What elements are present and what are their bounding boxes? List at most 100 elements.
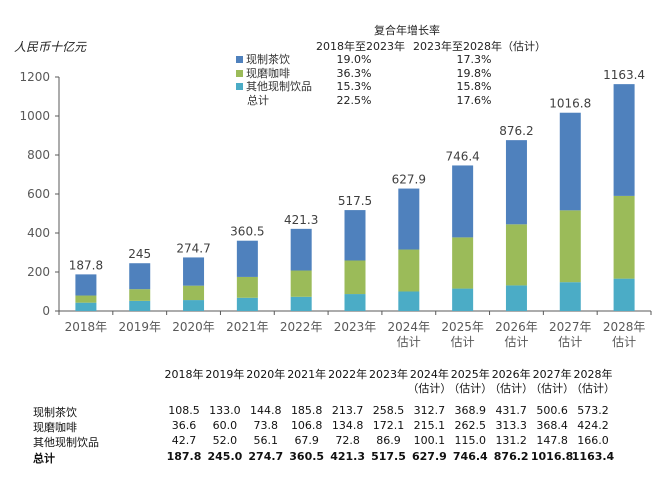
table-cell: 627.9: [411, 450, 447, 463]
table-cell: 42.7: [171, 434, 197, 447]
table-column-header: 2021年: [287, 368, 327, 381]
cagr-values-2018-2023: 19.0% 36.3% 15.3% 22.5%: [332, 53, 376, 107]
table-cell: 1163.4: [571, 450, 615, 463]
table-cell: 115.0: [454, 434, 487, 447]
table-cell: 215.1: [413, 419, 446, 432]
bar-segment: [559, 282, 581, 311]
x-tick-label: 2021年: [226, 320, 269, 334]
table-row-label: 现制茶饮: [33, 406, 77, 419]
table-cell: 73.8: [253, 419, 279, 432]
bar-segment: [129, 300, 151, 311]
table-cell: 313.3: [495, 419, 527, 432]
table-column-header: 2027年 （估计）: [530, 368, 575, 395]
table-column-header: 2019年: [205, 368, 245, 381]
table-cell: 368.9: [454, 404, 487, 417]
table-cell: 500.6: [536, 404, 568, 417]
bar-segment: [236, 240, 258, 277]
cagr-column-header-2: 2023年至2028年（估计）: [413, 40, 546, 53]
table-cell: 245.0: [207, 450, 243, 463]
table-cell: 360.5: [289, 450, 325, 463]
legend-swatch-other: [236, 83, 243, 91]
table-column-header: 2028年 （估计）: [571, 368, 615, 395]
legend-item-coffee: 现磨咖啡: [236, 67, 312, 81]
bar-segment: [613, 278, 635, 311]
table-cell: 60.0: [212, 419, 238, 432]
table-cell: 86.9: [376, 434, 401, 447]
cagr-value: 19.0%: [336, 53, 372, 66]
table-cell: 36.6: [171, 419, 197, 432]
bar-segment: [344, 210, 366, 261]
bar-total-label: 274.7: [176, 241, 210, 255]
table-cell: 185.8: [290, 404, 323, 417]
x-tick-label: 2023年: [334, 320, 377, 334]
bar-segment: [75, 302, 97, 311]
y-tick-label: 1000: [19, 109, 50, 123]
table-cell: 172.1: [372, 419, 405, 432]
x-tick-label: 2024年: [388, 320, 431, 334]
cagr-value: 17.6%: [456, 93, 492, 107]
table-cell: 106.8: [290, 419, 323, 432]
bar-segment: [183, 285, 205, 301]
cagr-value: 15.3%: [336, 80, 372, 93]
cagr-value: 19.8%: [456, 66, 492, 80]
x-tick-label: 估计: [612, 335, 636, 349]
x-tick-label: 估计: [504, 335, 528, 349]
bar-segment: [452, 237, 474, 289]
table-column-header: 2022年: [328, 368, 368, 381]
bar-segment: [452, 165, 474, 238]
x-tick-label: 估计: [451, 335, 475, 349]
bar-total-label: 360.5: [230, 225, 264, 239]
bar-segment: [290, 296, 312, 311]
bar-segment: [183, 257, 205, 286]
legend-label: 其他现制饮品: [246, 80, 312, 93]
table-cell: 517.5: [371, 450, 406, 463]
table-cell: 72.8: [335, 434, 360, 447]
legend-label: 总计: [247, 93, 269, 107]
table-cell: 368.4: [536, 419, 568, 432]
legend-swatch-coffee: [236, 69, 243, 77]
x-tick-label: 2022年: [280, 320, 323, 334]
bar-segment: [236, 276, 258, 298]
table-column-header: 2026年 （估计）: [489, 368, 534, 395]
table-cell: 134.8: [331, 419, 364, 432]
legend-item-other: 其他现制饮品: [236, 80, 312, 94]
table-column-header: 2018年: [164, 368, 204, 381]
y-tick-label: 800: [27, 148, 50, 162]
bar-segment: [559, 112, 581, 211]
bar-segment: [75, 295, 97, 303]
table-cell: 746.4: [452, 450, 488, 463]
bar-total-label: 627.9: [392, 173, 426, 187]
table-column-header: 2024年 （估计）: [407, 368, 452, 395]
bar-segment: [398, 291, 420, 311]
y-tick-label: 400: [27, 226, 50, 240]
x-tick-label: 2027年: [549, 320, 592, 334]
bar-segment: [505, 224, 527, 286]
x-tick-label: 2028年: [603, 320, 646, 334]
legend-label: 现磨咖啡: [246, 66, 290, 80]
table-cell: 573.2: [577, 404, 609, 417]
bar-segment: [398, 249, 420, 292]
bar-segment: [613, 195, 635, 279]
table-cell: 274.7: [248, 450, 284, 463]
x-tick-label: 2018年: [65, 320, 108, 334]
table-column-header: 2020年: [246, 368, 286, 381]
bar-segment: [398, 188, 420, 250]
table-cell: 133.0: [209, 404, 241, 417]
y-tick-label: 0: [42, 304, 50, 318]
cagr-title: 复合年增长率: [374, 24, 440, 37]
x-tick-label: 2025年: [441, 320, 484, 334]
table-row-label: 总计: [33, 452, 55, 465]
legend-label: 现制茶饮: [246, 53, 290, 66]
table-cell: 108.5: [168, 404, 200, 417]
bar-segment: [344, 260, 366, 295]
table-column-header: 2025年 （估计）: [448, 368, 493, 395]
bar-total-label: 876.2: [499, 124, 533, 138]
bar-segment: [129, 263, 151, 290]
x-tick-label: 估计: [397, 335, 421, 349]
table-cell: 144.8: [250, 404, 282, 417]
y-tick-label: 1200: [19, 70, 50, 84]
table-cell: 166.0: [577, 434, 609, 447]
table-row-label: 现磨咖啡: [33, 421, 77, 434]
cagr-values-2023-2028: 17.3% 19.8% 15.8% 17.6%: [452, 53, 496, 107]
